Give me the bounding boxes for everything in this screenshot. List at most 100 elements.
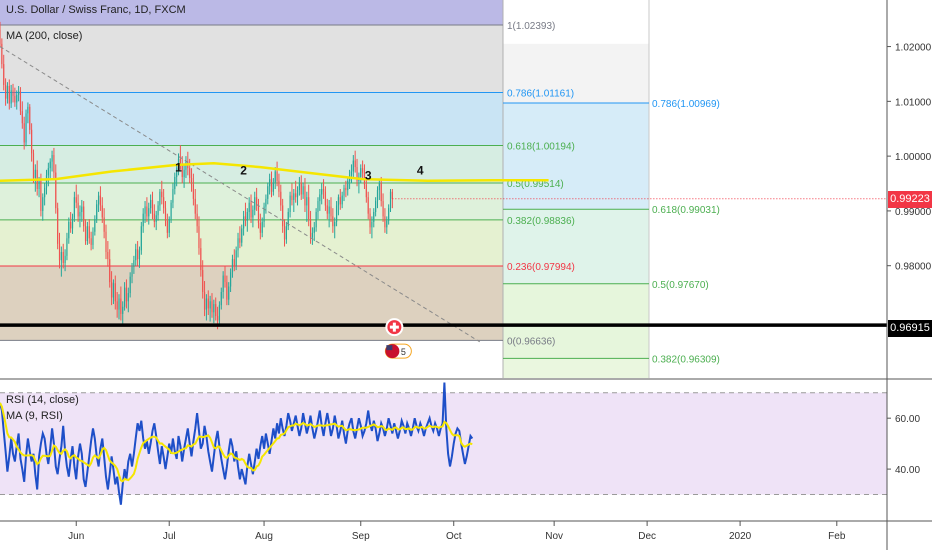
candle-body bbox=[291, 195, 293, 200]
candle-body bbox=[313, 227, 315, 233]
candle-body bbox=[142, 213, 144, 227]
candle-body bbox=[123, 287, 126, 307]
fib-zone-left bbox=[0, 92, 503, 146]
candle-body bbox=[222, 275, 224, 292]
candle-body bbox=[272, 182, 274, 192]
candle-body bbox=[231, 259, 234, 273]
candle-body bbox=[125, 287, 128, 302]
fib-zone-right bbox=[503, 283, 649, 359]
candle-body bbox=[135, 249, 137, 261]
candle-body bbox=[211, 301, 213, 313]
rsi-tick-label: 60.00 bbox=[895, 414, 920, 425]
candle-body bbox=[66, 238, 68, 256]
candle-body bbox=[170, 202, 172, 220]
candle-body bbox=[309, 219, 312, 238]
candle-body bbox=[296, 190, 299, 198]
candle-body bbox=[176, 168, 178, 177]
level-price-tag: 0.96915 bbox=[888, 320, 932, 337]
candle-body bbox=[179, 158, 181, 165]
candle-body bbox=[29, 106, 31, 130]
candle-body bbox=[45, 175, 48, 188]
candle-body bbox=[159, 191, 161, 206]
price-axis-bg bbox=[887, 0, 932, 550]
candle-body bbox=[287, 212, 289, 227]
candle-body bbox=[391, 191, 393, 199]
candle-body bbox=[40, 180, 42, 211]
candle-body bbox=[3, 64, 5, 85]
overlay-layer: 1 2 3 4 5 bbox=[0, 46, 887, 359]
candle-body bbox=[38, 180, 40, 189]
candle-body bbox=[380, 183, 382, 202]
candle-body bbox=[248, 202, 250, 213]
candle-body bbox=[384, 216, 386, 228]
candle-body bbox=[241, 228, 243, 243]
wave-label: 3 bbox=[365, 168, 372, 182]
candle-body bbox=[73, 197, 75, 218]
candle-body bbox=[375, 201, 377, 213]
candle-body bbox=[283, 226, 286, 240]
candle-body bbox=[99, 195, 102, 206]
candle-body bbox=[60, 252, 62, 261]
candle-body bbox=[86, 226, 88, 242]
price-tick-label: 1.01000 bbox=[895, 97, 932, 108]
candle-body bbox=[203, 291, 206, 310]
candle-body bbox=[311, 232, 314, 238]
candle-body bbox=[362, 168, 364, 173]
candle-body bbox=[118, 298, 120, 310]
candle-body bbox=[168, 219, 170, 233]
rsi-line bbox=[0, 382, 474, 505]
candle-body bbox=[88, 226, 90, 239]
fib-left-label: 0.236(0.97994) bbox=[507, 262, 575, 273]
candle-body bbox=[16, 94, 18, 103]
candle-body bbox=[131, 266, 133, 277]
candle-body bbox=[58, 243, 61, 261]
candle-body bbox=[322, 189, 325, 192]
candle-body bbox=[44, 187, 46, 198]
candle-body bbox=[153, 213, 155, 222]
candle-body bbox=[1, 43, 3, 65]
candle-body bbox=[32, 153, 35, 179]
candle-body bbox=[47, 168, 49, 176]
candle-body bbox=[202, 270, 204, 292]
candle-body bbox=[328, 206, 330, 214]
candle-body bbox=[365, 184, 367, 198]
candle-body bbox=[81, 206, 83, 213]
candle-body bbox=[34, 169, 36, 179]
event-badge-text: 5 bbox=[401, 347, 406, 357]
symbol-title: U.S. Dollar / Swiss Franc, 1D, FXCM bbox=[6, 4, 186, 16]
candle-body bbox=[198, 226, 200, 249]
background-layer bbox=[0, 0, 649, 378]
candle-body bbox=[339, 197, 341, 205]
candle-body bbox=[382, 201, 384, 217]
candle-body bbox=[101, 205, 103, 218]
candle-body bbox=[196, 213, 198, 227]
candle-body bbox=[138, 250, 141, 260]
candle-body bbox=[120, 298, 122, 314]
candle-body bbox=[112, 283, 115, 298]
candle-body bbox=[127, 293, 129, 302]
candle-body bbox=[261, 221, 263, 233]
candle-body bbox=[122, 306, 124, 314]
candle-body bbox=[218, 305, 221, 321]
candle-body bbox=[77, 202, 79, 217]
candle-body bbox=[209, 301, 211, 309]
candle-body bbox=[49, 161, 51, 169]
candle-body bbox=[133, 260, 135, 267]
candle-body bbox=[6, 86, 9, 99]
candle-body bbox=[263, 206, 265, 222]
candle-body bbox=[360, 168, 362, 177]
candle-body bbox=[155, 215, 157, 222]
candle-body bbox=[235, 250, 237, 266]
candle-body bbox=[194, 198, 196, 214]
candle-body bbox=[298, 182, 300, 191]
price-tick-label: 1.02000 bbox=[895, 43, 932, 54]
candle-body bbox=[220, 291, 222, 306]
candle-body bbox=[129, 276, 131, 294]
candle-body bbox=[237, 238, 239, 251]
wave-label: 4 bbox=[417, 163, 424, 177]
candle-body bbox=[282, 205, 284, 227]
candle-body bbox=[256, 197, 258, 206]
candle-body bbox=[367, 197, 369, 214]
candle-body bbox=[200, 248, 202, 271]
